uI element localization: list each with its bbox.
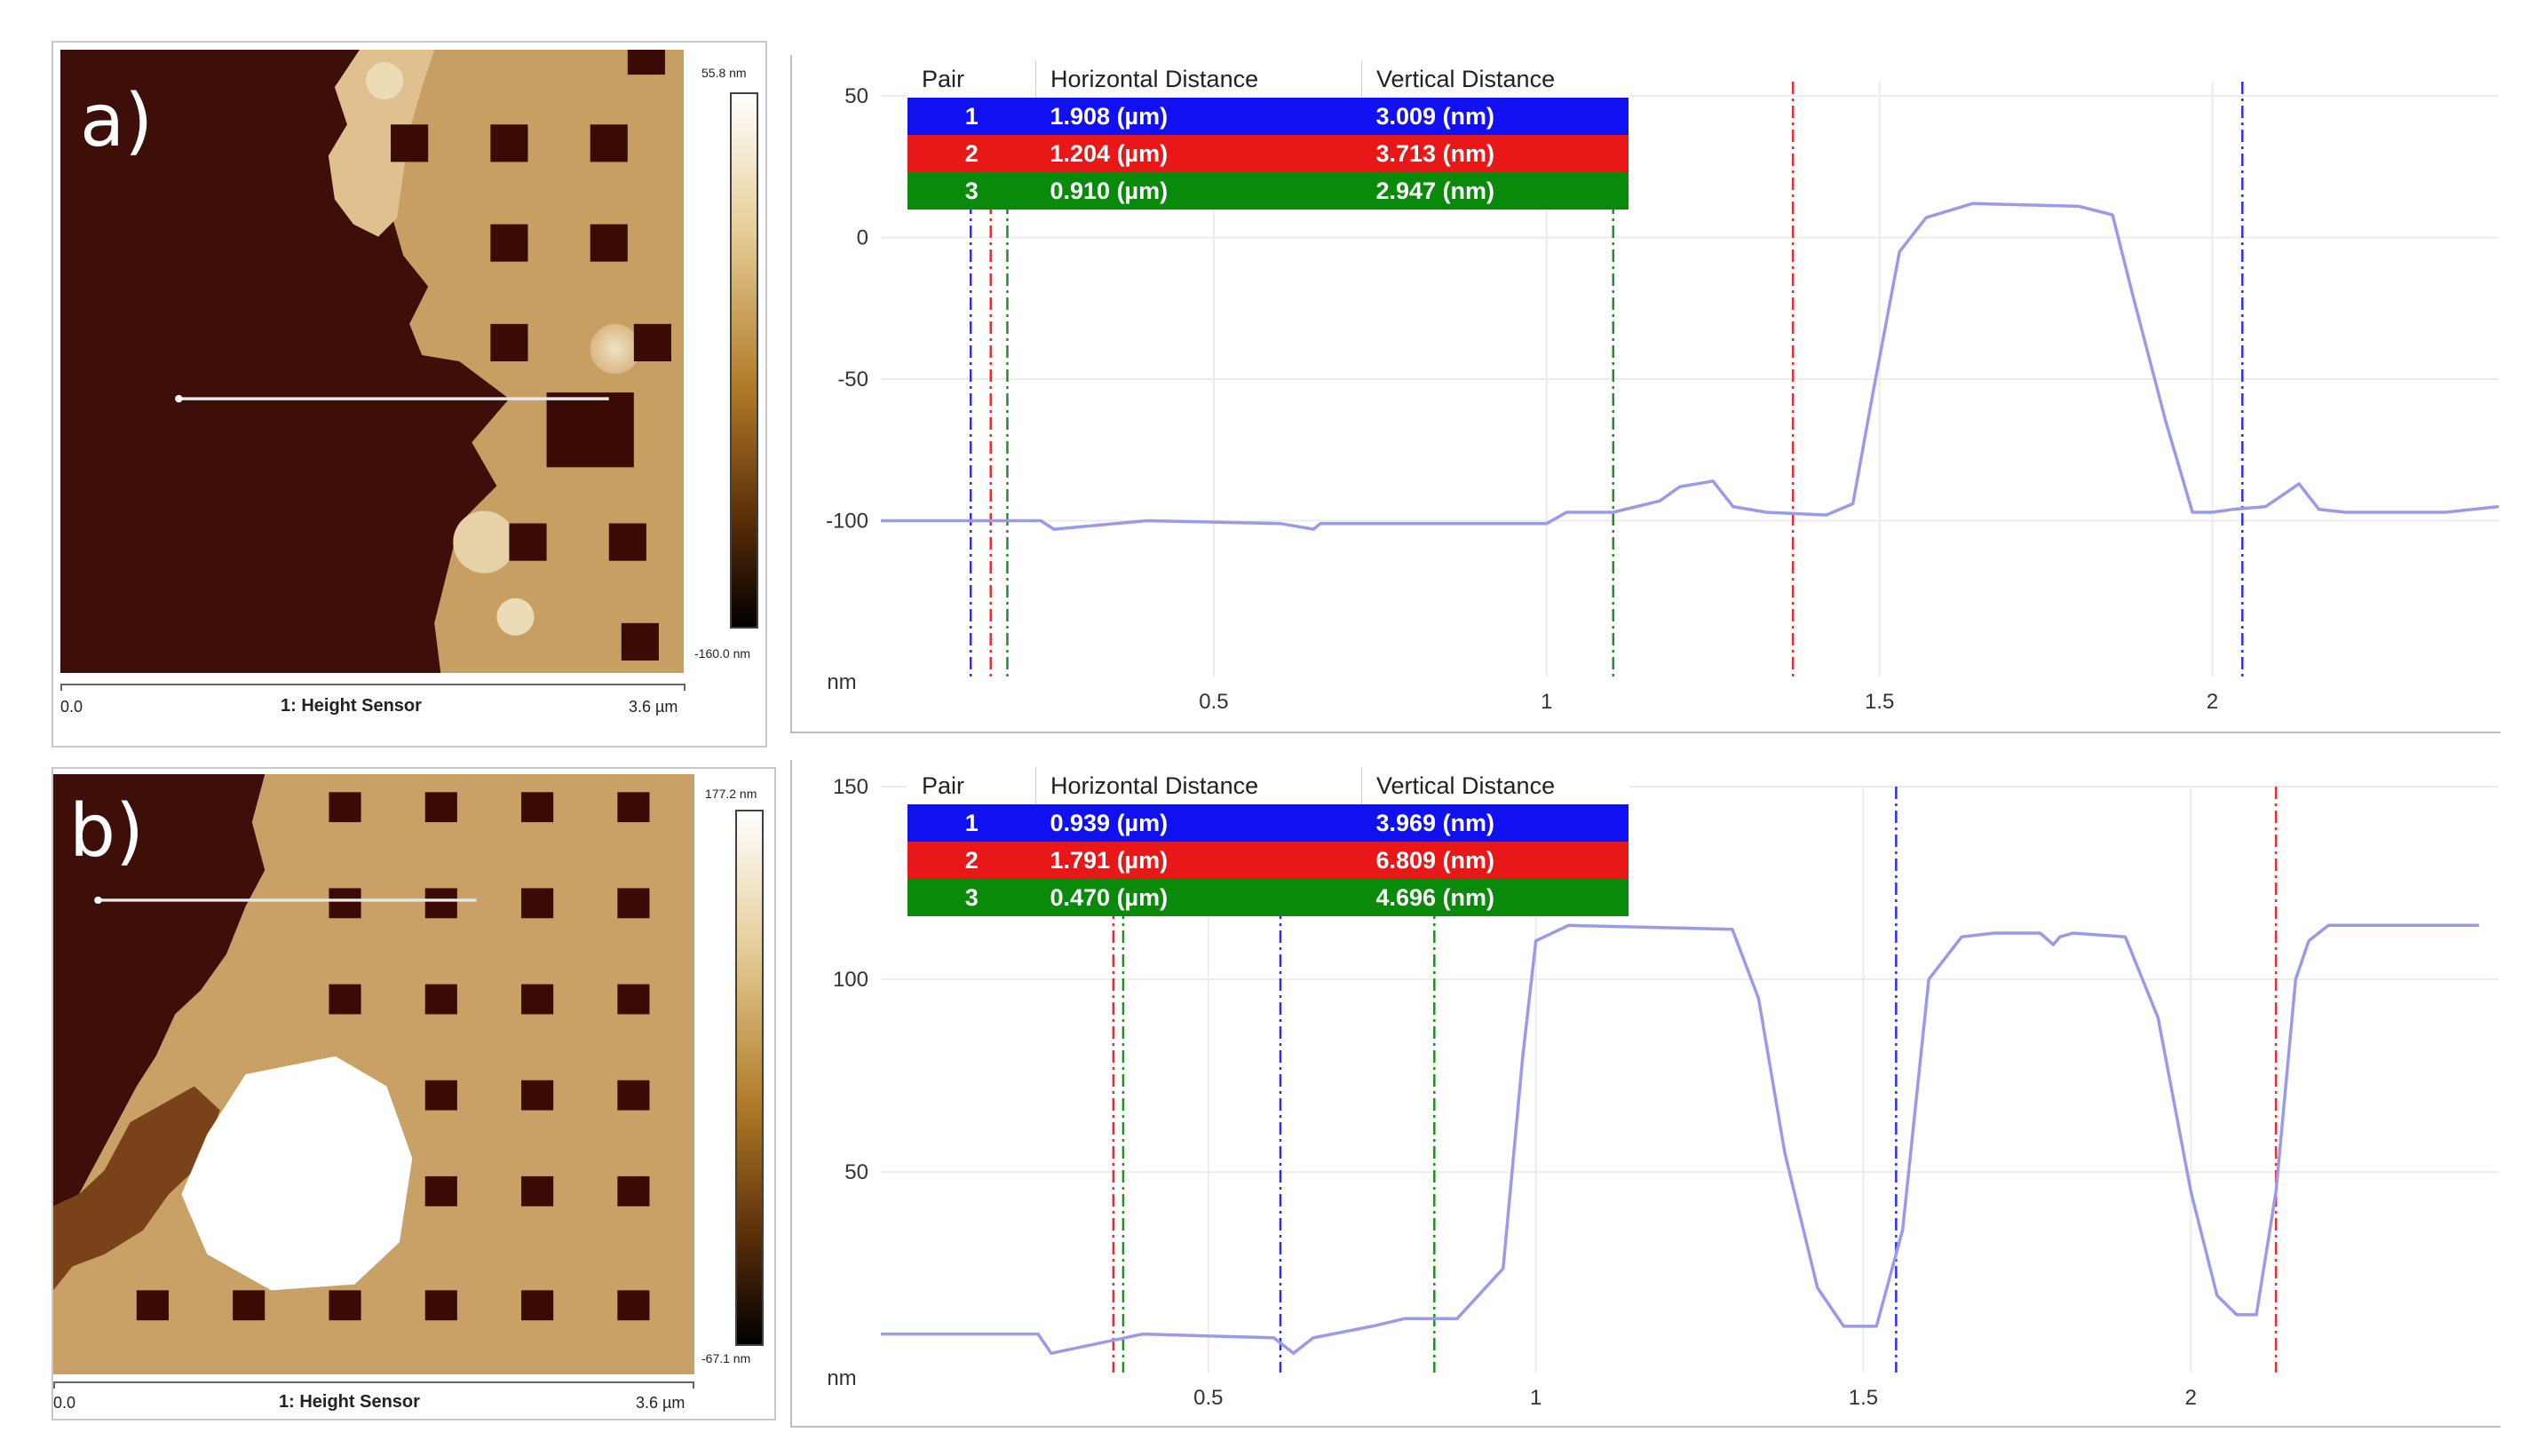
pair-cell: 2 [964, 139, 979, 167]
profile-series-line [881, 202, 2500, 531]
vertical-cell: 3.009 (nm) [1375, 102, 1495, 130]
vertical-cell: 3.713 (nm) [1375, 139, 1495, 167]
table-row[interactable]: 3 0.470 (µm) 4.696 (nm) [907, 879, 1629, 916]
profile-chart-b-svg: 150 100 50 0.5 1 1.5 2 nm [827, 775, 2499, 1410]
afm-x-start-a: 0.0 [60, 698, 83, 716]
x-tick-label: 0.5 [1199, 690, 1228, 714]
table-row[interactable]: 2 1.791 (µm) 6.809 (nm) [907, 842, 1629, 879]
col-header-horizontal: Horizontal Distance [1035, 60, 1362, 98]
y-unit-label: nm [827, 670, 856, 694]
afm-channel-label-b: 1: Height Sensor [279, 1392, 420, 1412]
x-tick-label: 1.5 [1849, 1386, 1878, 1410]
afm-panel-a: a) 55.8 nm -160.0 nm 0.0 1: Height Senso… [52, 41, 767, 748]
afm-height-image-b [53, 774, 694, 1374]
x-tick-label: 1.5 [1865, 690, 1894, 714]
horizontal-cell: 1.908 (µm) [1050, 102, 1169, 130]
x-tick-label: 0.5 [1193, 1386, 1223, 1410]
table-row[interactable]: 1 0.939 (µm) 3.969 (nm) [907, 804, 1629, 842]
table-row[interactable]: 2 1.204 (µm) 3.713 (nm) [907, 135, 1629, 172]
y-tick-label: 0 [857, 226, 868, 249]
table-header-row: Pair Horizontal Distance Vertical Distan… [907, 767, 1629, 804]
table-row[interactable]: 3 0.910 (µm) 2.947 (nm) [907, 172, 1629, 210]
horizontal-cell: 0.470 (µm) [1050, 883, 1169, 911]
vertical-cell: 6.809 (nm) [1375, 846, 1495, 874]
afm-x-axis-a [60, 684, 686, 691]
horizontal-cell: 1.204 (µm) [1050, 139, 1169, 167]
pair-cell: 1 [964, 102, 979, 130]
profile-series-line [881, 923, 2479, 1356]
horizontal-cell: 0.910 (µm) [1050, 177, 1169, 204]
col-header-pair: Pair [907, 60, 1036, 98]
y-tick-label: 50 [844, 1160, 868, 1184]
vertical-cell: 3.969 (nm) [1375, 809, 1495, 836]
vertical-cell: 2.947 (nm) [1375, 177, 1495, 204]
colorbar-max-label-a: 55.8 nm [701, 66, 747, 80]
colorbar-min-label-b: -67.1 nm [701, 1351, 751, 1365]
colorbar-b [735, 810, 764, 1346]
x-tick-label: 1 [1541, 690, 1552, 714]
panel-label-a: a) [80, 79, 154, 163]
y-tick-label: 150 [833, 775, 868, 799]
measurement-table-b: Pair Horizontal Distance Vertical Distan… [907, 767, 1629, 916]
horizontal-cell: 0.939 (µm) [1050, 809, 1169, 836]
afm-height-image-a [60, 50, 684, 673]
measurement-table-a: Pair Horizontal Distance Vertical Distan… [907, 60, 1629, 210]
vertical-cell: 4.696 (nm) [1375, 883, 1495, 911]
colorbar-a [730, 92, 758, 629]
y-tick-label: 50 [844, 84, 868, 108]
panel-label-b: b) [69, 789, 145, 874]
afm-x-start-b: 0.0 [53, 1394, 76, 1412]
afm-x-end-b: 3.6 µm [636, 1394, 686, 1412]
colorbar-min-label-a: -160.0 nm [694, 646, 751, 661]
profile-chart-a: 50 0 -50 -100 0.5 1 1.5 2 nm Pair Horizontal Dis… [790, 55, 2500, 733]
x-tick-label: 2 [2207, 690, 2218, 714]
pair-cell: 3 [964, 177, 979, 204]
x-tick-label: 1 [1530, 1386, 1541, 1410]
pair-cell: 1 [964, 809, 979, 836]
x-tick-label: 2 [2185, 1386, 2197, 1410]
pair-cell: 3 [964, 883, 979, 911]
profile-chart-b: 150 100 50 0.5 1 1.5 2 nm Pair Horizontal Dista… [790, 760, 2500, 1428]
y-unit-label: nm [827, 1366, 856, 1390]
afm-x-end-a: 3.6 µm [629, 698, 678, 716]
table-header-row: Pair Horizontal Distance Vertical Distan… [907, 60, 1629, 98]
colorbar-max-label-b: 177.2 nm [705, 787, 757, 801]
afm-x-axis-b [53, 1381, 694, 1389]
horizontal-cell: 1.791 (µm) [1050, 846, 1169, 874]
afm-panel-b: b) 177.2 nm -67.1 nm 0.0 1: Height Senso… [52, 767, 776, 1420]
table-row[interactable]: 1 1.908 (µm) 3.009 (nm) [907, 98, 1629, 135]
afm-channel-label-a: 1: Height Sensor [281, 696, 422, 716]
col-header-pair: Pair [907, 767, 1036, 804]
col-header-vertical: Vertical Distance [1361, 767, 1629, 804]
y-tick-label: -100 [826, 510, 868, 534]
col-header-vertical: Vertical Distance [1361, 60, 1629, 98]
pair-cell: 2 [964, 846, 979, 874]
col-header-horizontal: Horizontal Distance [1035, 767, 1362, 804]
y-tick-label: 100 [833, 968, 868, 992]
y-tick-label: -50 [837, 368, 868, 392]
